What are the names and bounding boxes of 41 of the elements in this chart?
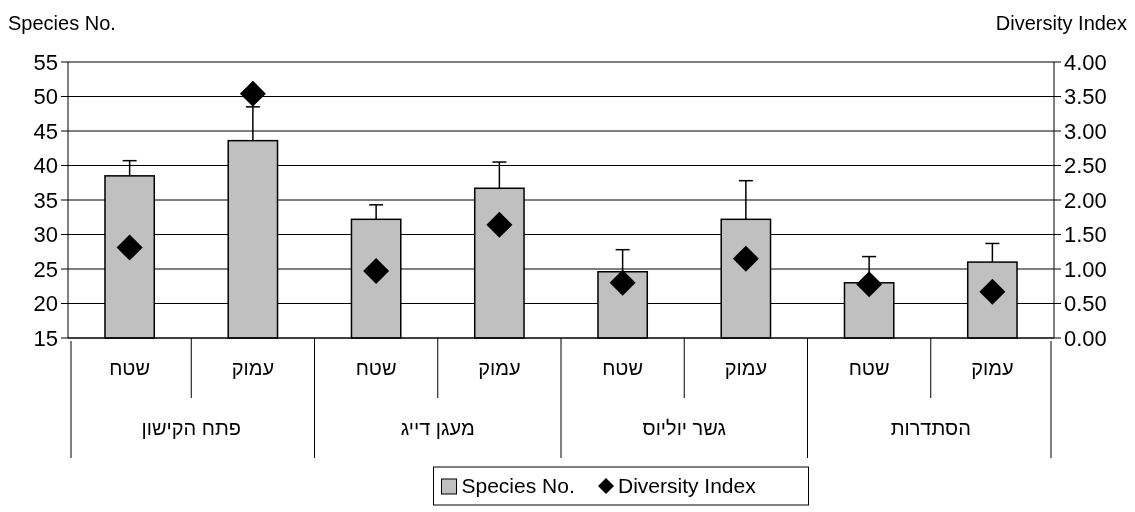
x-tick-label: שטח xyxy=(109,357,151,379)
point xyxy=(856,271,883,298)
y-tick-label: 25 xyxy=(33,256,58,282)
y-tick-label: 40 xyxy=(33,153,58,179)
x-tick-label: שטח xyxy=(602,357,644,379)
y2-tick-label: 3.00 xyxy=(1064,118,1107,144)
point xyxy=(732,245,759,272)
point xyxy=(363,258,390,285)
y2-tick-label: 3.50 xyxy=(1064,84,1107,110)
x-tick-label: שטח xyxy=(355,357,397,379)
y-tick-label: 45 xyxy=(33,118,58,144)
y2-tick-label: 0.50 xyxy=(1064,291,1107,317)
point xyxy=(116,234,143,261)
y2-tick-label: 1.00 xyxy=(1064,256,1107,282)
y2-tick-label: 2.00 xyxy=(1064,187,1107,213)
y2-tick-label: 2.50 xyxy=(1064,153,1107,179)
y2-tick-label: 0.00 xyxy=(1064,325,1107,351)
x-tick-label: עמוק xyxy=(231,357,275,379)
y-tick-label: 30 xyxy=(33,222,58,248)
x-tick-label: עמוק xyxy=(478,357,521,379)
y-tick-label: 15 xyxy=(33,325,58,351)
x-tick-label: שטח xyxy=(848,357,890,379)
y-tick-label: 20 xyxy=(33,291,58,317)
point xyxy=(609,269,636,296)
y2-axis-title: Diversity Index xyxy=(995,12,1127,34)
y2-tick-label: 1.50 xyxy=(1064,222,1107,248)
y2-tick-label: 4.00 xyxy=(1064,49,1107,75)
legend-label: Species No. xyxy=(461,474,575,498)
x-tick-label: עמוק xyxy=(971,357,1014,379)
text: מעגן דייג xyxy=(400,417,475,439)
text: גשר יוליוס xyxy=(642,417,726,439)
legend-label: Diversity Index xyxy=(618,474,757,498)
y-tick-label: 55 xyxy=(33,49,58,75)
text: הסתדרות xyxy=(890,417,971,439)
y-tick-label: 35 xyxy=(33,187,58,213)
y-tick-label: 50 xyxy=(33,84,58,110)
y-axis-title: Species No. xyxy=(8,12,116,34)
point xyxy=(239,80,266,107)
x-tick-label: עמוק xyxy=(724,357,768,379)
point xyxy=(486,211,513,238)
text: פתח הקישון xyxy=(141,417,241,439)
